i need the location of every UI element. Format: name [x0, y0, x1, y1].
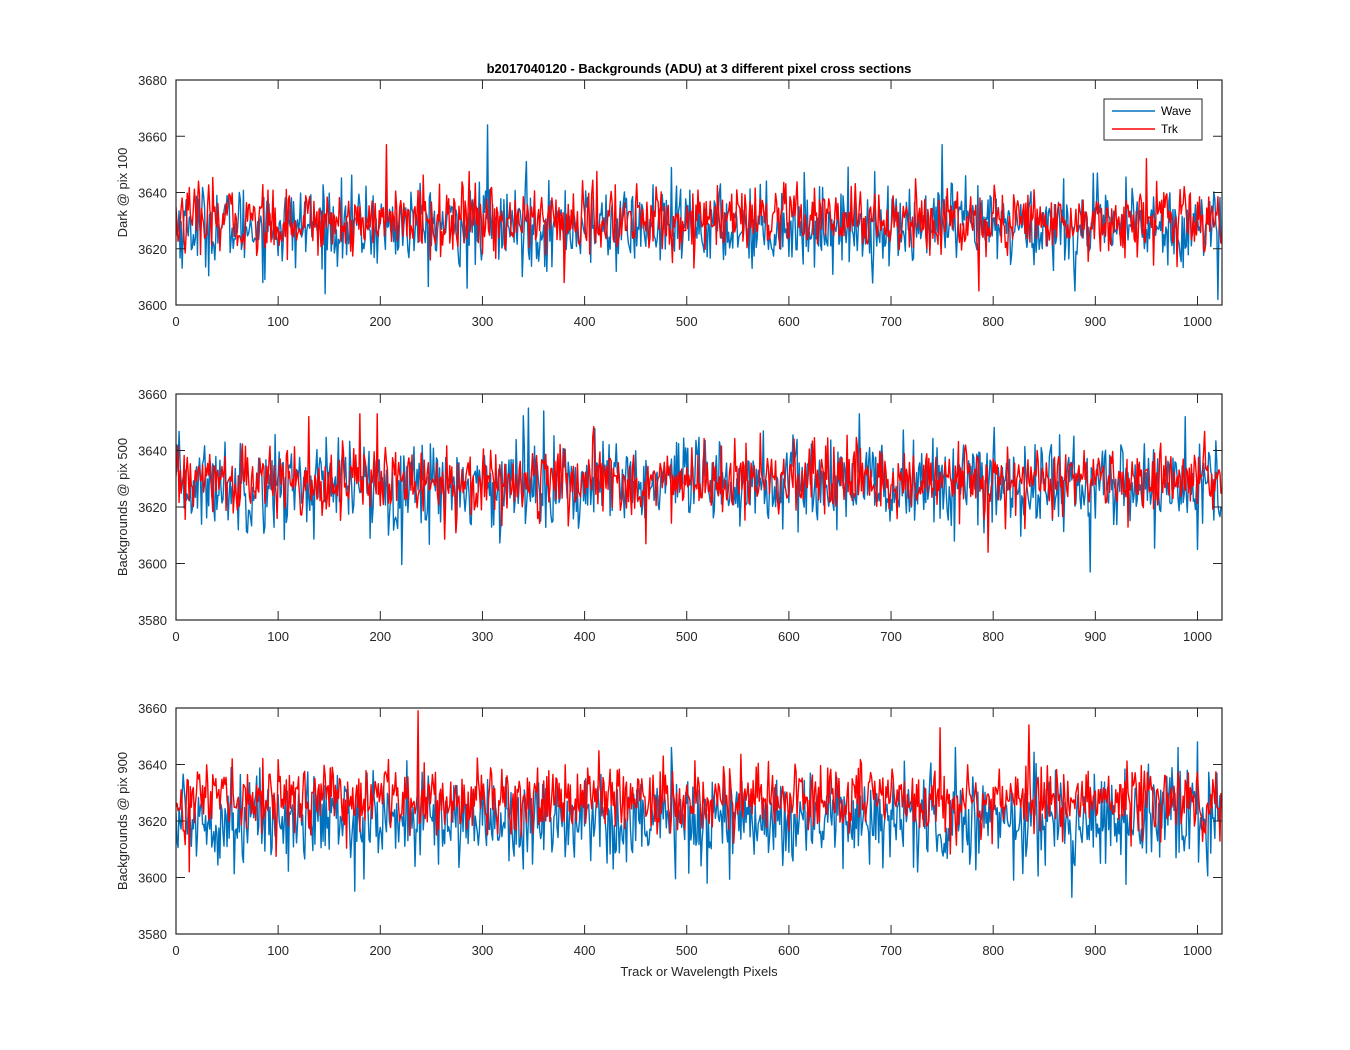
x-tick-label: 500 [676, 943, 698, 958]
x-tick-label: 600 [778, 629, 800, 644]
y-tick-label: 3680 [138, 73, 167, 88]
subplot-1: 0 100 200 300 400 500 600 700 800 900 1000 3600 3620… [115, 73, 1223, 329]
x-tick-label: 300 [472, 314, 494, 329]
y-tick-label: 3600 [138, 557, 167, 572]
x-tick-label: 400 [574, 943, 596, 958]
series-group [176, 124, 1222, 301]
x-tick-label: 0 [172, 629, 179, 644]
figure-title: b2017040120 - Backgrounds (ADU) at 3 dif… [487, 61, 912, 76]
x-tick-label: 300 [472, 629, 494, 644]
legend-box [1103, 98, 1203, 141]
x-tick-label: 900 [1084, 629, 1106, 644]
series-group [176, 407, 1222, 573]
legend-entry-wave: Wave [1161, 104, 1192, 118]
x-tick-label: 100 [267, 943, 289, 958]
x-tick-label: 800 [982, 629, 1004, 644]
x-tick-label: 900 [1084, 314, 1106, 329]
series-line-trk [176, 710, 1222, 873]
x-tick-label: 900 [1084, 943, 1106, 958]
y-tick-label: 3620 [138, 814, 167, 829]
x-tick-label: 600 [778, 314, 800, 329]
x-tick-label: 400 [574, 314, 596, 329]
x-tick-label: 400 [574, 629, 596, 644]
x-tick-label: 1000 [1183, 314, 1212, 329]
x-tick-label: 200 [369, 943, 391, 958]
x-tick-label: 100 [267, 314, 289, 329]
y-axis-label: Dark @ pix 100 [115, 148, 130, 238]
y-tick-label: 3640 [138, 444, 167, 459]
x-tick-label: 0 [172, 314, 179, 329]
x-tick-label: 1000 [1183, 629, 1212, 644]
x-tick-label: 1000 [1183, 943, 1212, 958]
y-tick-label: 3600 [138, 871, 167, 886]
y-tick-label: 3640 [138, 758, 167, 773]
subplots: 0 100 200 300 400 500 600 700 800 900 100036003620… [115, 73, 1223, 958]
x-tick-label: 200 [369, 314, 391, 329]
x-tick-label: 200 [369, 629, 391, 644]
y-tick-label: 3640 [138, 186, 167, 201]
x-tick-label: 500 [676, 314, 698, 329]
y-tick-label: 3620 [138, 242, 167, 257]
series-group [176, 710, 1222, 898]
series-line-trk [176, 143, 1222, 292]
y-tick-label: 3580 [138, 927, 167, 942]
plot-area [176, 394, 1222, 620]
y-tick-label: 3580 [138, 613, 167, 628]
y-axis-label: Backgrounds @ pix 500 [115, 438, 130, 576]
legend-entry-trk: Trk [1161, 122, 1179, 136]
y-tick-label: 3660 [138, 701, 167, 716]
plot-area [176, 80, 1222, 305]
subplot-3: 0 100 200 300 400 500 600 700 800 900 1000 3580 3600… [115, 701, 1223, 958]
x-tick-label: 600 [778, 943, 800, 958]
x-tick-label: 700 [880, 943, 902, 958]
y-axis-label: Backgrounds @ pix 900 [115, 752, 130, 890]
series-line-trk [176, 413, 1222, 553]
x-tick-label: 500 [676, 629, 698, 644]
subplot-2: 0 100 200 300 400 500 600 700 800 900 1000 3580 3600… [115, 387, 1223, 644]
x-tick-label: 100 [267, 629, 289, 644]
x-axis-label: Track or Wavelength Pixels [620, 964, 778, 979]
y-tick-label: 3660 [138, 129, 167, 144]
y-tick-label: 3660 [138, 387, 167, 402]
x-tick-label: 800 [982, 943, 1004, 958]
x-tick-label: 300 [472, 943, 494, 958]
legend: Wave Trk [1103, 98, 1203, 141]
x-tick-label: 700 [880, 314, 902, 329]
x-tick-label: 800 [982, 314, 1004, 329]
series-line-wave [176, 407, 1222, 573]
x-tick-label: 700 [880, 629, 902, 644]
y-tick-label: 3620 [138, 500, 167, 515]
x-tick-label: 0 [172, 943, 179, 958]
y-tick-label: 3600 [138, 298, 167, 313]
